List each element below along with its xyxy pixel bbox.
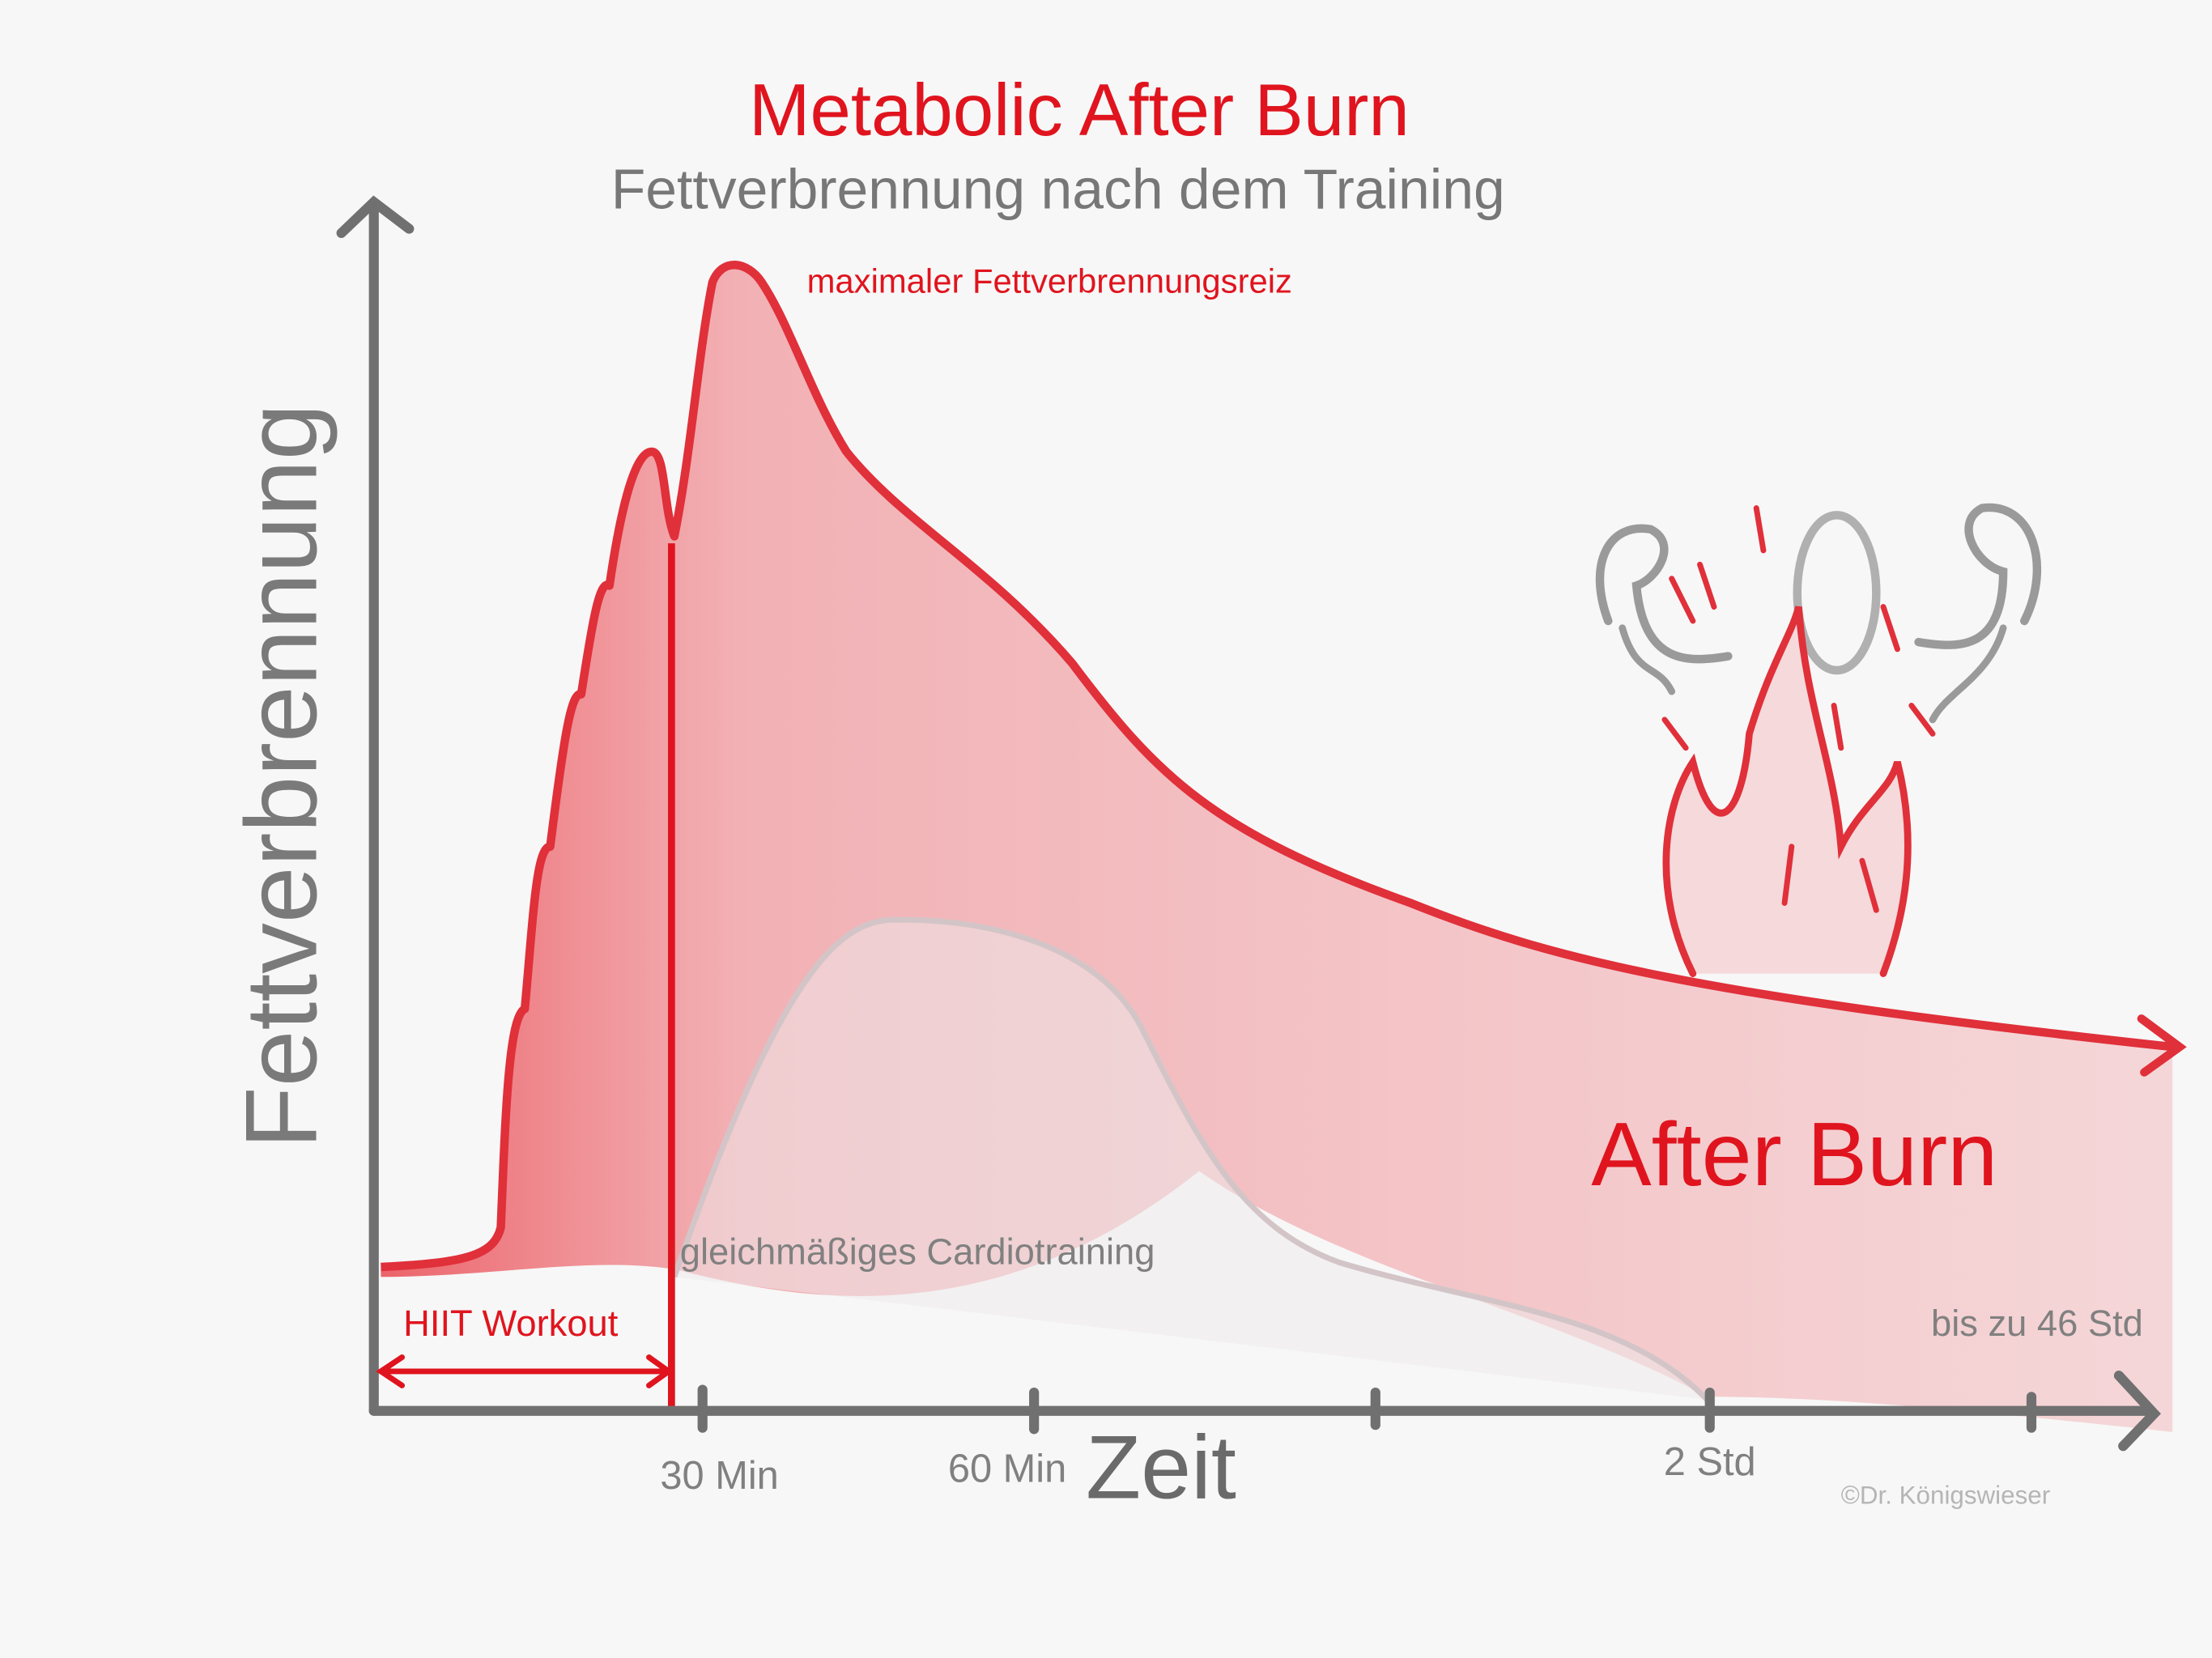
x-tick-label: 2 Std xyxy=(1664,1440,1756,1484)
fire-doodle xyxy=(1595,503,2041,977)
hiit-label: HIIT Workout xyxy=(403,1303,619,1344)
axes xyxy=(336,195,2161,1452)
x-tick-label: 60 Min xyxy=(948,1448,1066,1491)
after-burn-label: After Burn xyxy=(1591,1103,1997,1205)
hiit-arrow xyxy=(376,1354,674,1388)
cardio-curve xyxy=(671,916,1709,1402)
subtitle: Fettverbrennung nach dem Training xyxy=(611,157,1505,220)
peak-annotation: maximaler Fettverbrennungsreiz xyxy=(807,262,1292,300)
x-axis-label: Zeit xyxy=(1086,1417,1236,1518)
x-tick-label: 30 Min xyxy=(660,1454,778,1498)
title: Metabolic After Burn xyxy=(749,70,1410,151)
curve-arrowhead xyxy=(2137,1014,2187,1077)
credit: ©Dr. Königswieser xyxy=(1841,1481,2050,1509)
after-burn-curve xyxy=(381,261,2173,1272)
cardio-label: gleichmäßiges Cardiotraining xyxy=(680,1231,1155,1272)
x-end-label: bis zu 46 Std xyxy=(1931,1303,2143,1344)
y-axis-label: Fettverbrennung xyxy=(223,403,338,1148)
